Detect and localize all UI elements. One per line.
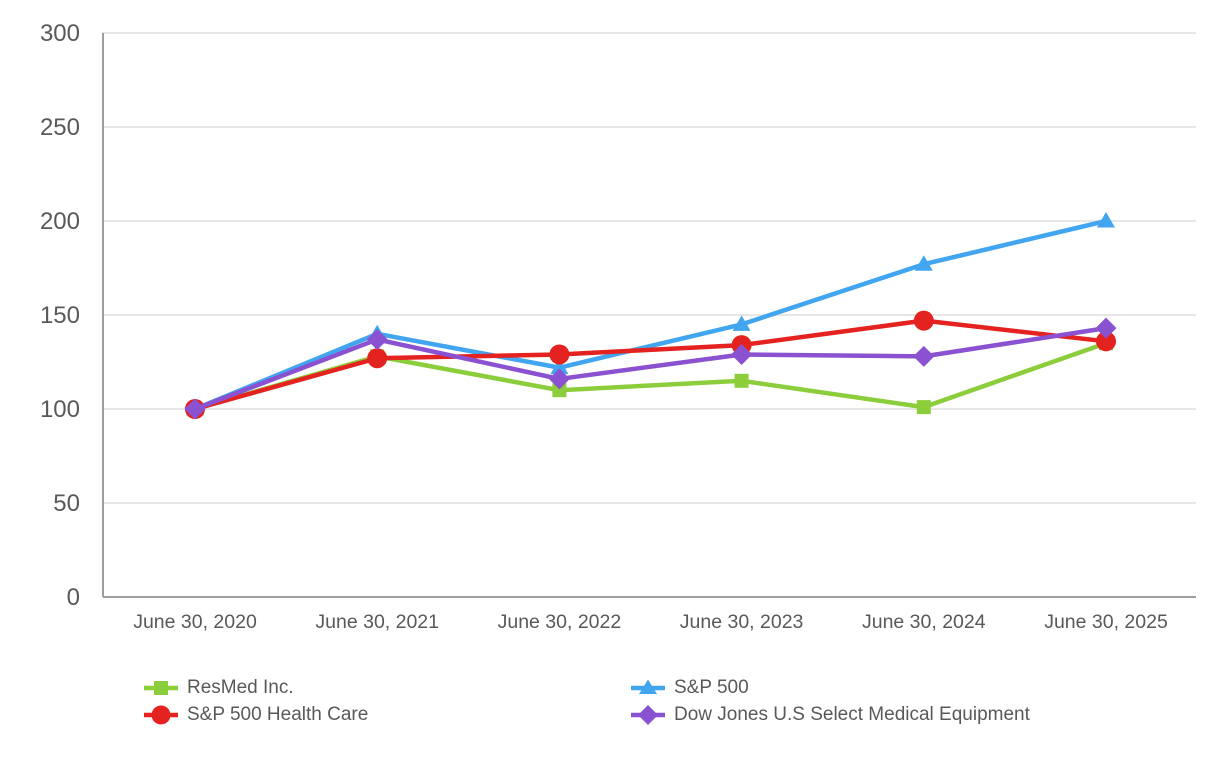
legend-label-0: ResMed Inc. — [187, 677, 294, 698]
chart-plot-area: 0 50 100 150 200 250 300 June 30, 2020 June 30, … — [40, 20, 1196, 633]
y-tick-label-50: 50 — [53, 490, 80, 517]
series-line-2 — [192, 318, 1109, 412]
y-tick-label-200: 200 — [40, 208, 80, 235]
data-point-s3-x2 — [548, 368, 570, 390]
data-point-s1-x2 — [550, 358, 569, 375]
legend-label-3: Dow Jones U.S Select Medical Equipment — [674, 704, 1030, 725]
diamond-marker-icon — [631, 705, 665, 725]
legend-label-1: S&P 500 — [674, 677, 749, 698]
y-tick-label-100: 100 — [40, 396, 80, 423]
data-point-s3-x3 — [731, 343, 753, 365]
circle-marker-icon — [144, 705, 178, 725]
data-point-s2-x1 — [367, 348, 388, 369]
data-point-s3-x4 — [913, 345, 935, 367]
x-tick-label-2: June 30, 2022 — [498, 611, 622, 633]
y-tick-label-0: 0 — [67, 584, 80, 611]
data-point-s0-x4 — [916, 400, 931, 415]
data-point-s3-x0 — [184, 398, 206, 420]
legend-column-left: ResMed Inc. S&P 500 Health Care — [143, 675, 368, 728]
legend-label-2: S&P 500 Health Care — [187, 704, 369, 725]
data-point-s0-x3 — [734, 373, 749, 388]
data-point-s0-x2 — [552, 383, 567, 398]
x-tick-label-3: June 30, 2023 — [680, 611, 804, 633]
series-line-3 — [192, 325, 1109, 412]
x-tick-label-1: June 30, 2021 — [315, 611, 439, 633]
legend-item-1: S&P 500 — [630, 675, 1030, 701]
legend-column-right: S&P 500 Dow Jones U.S Select Medical Equi… — [630, 675, 1030, 728]
legend-item-2: S&P 500 Health Care — [143, 702, 368, 728]
data-point-s2-x2 — [549, 344, 570, 365]
y-tick-label-300: 300 — [40, 20, 80, 47]
legend-item-3: Dow Jones U.S Select Medical Equipment — [630, 702, 1030, 728]
data-point-s3-x1 — [366, 328, 388, 350]
x-tick-label-0: June 30, 2020 — [133, 611, 257, 633]
y-tick-label-150: 150 — [40, 302, 80, 329]
x-tick-label-5: June 30, 2025 — [1044, 611, 1168, 633]
y-tick-label-250: 250 — [40, 114, 80, 141]
data-point-s1-x5 — [1097, 212, 1115, 228]
data-point-s1-x3 — [732, 315, 751, 331]
x-tick-label-4: June 30, 2024 — [862, 611, 986, 633]
data-point-s1-x4 — [914, 255, 933, 271]
data-point-s3-x5 — [1095, 317, 1117, 339]
square-marker-icon — [144, 681, 178, 695]
triangle-marker-icon — [631, 679, 665, 694]
legend-item-0: ResMed Inc. — [143, 675, 368, 701]
data-point-s2-x4 — [913, 310, 934, 331]
series-line-1 — [192, 218, 1109, 412]
data-point-s2-x5 — [1096, 331, 1116, 352]
